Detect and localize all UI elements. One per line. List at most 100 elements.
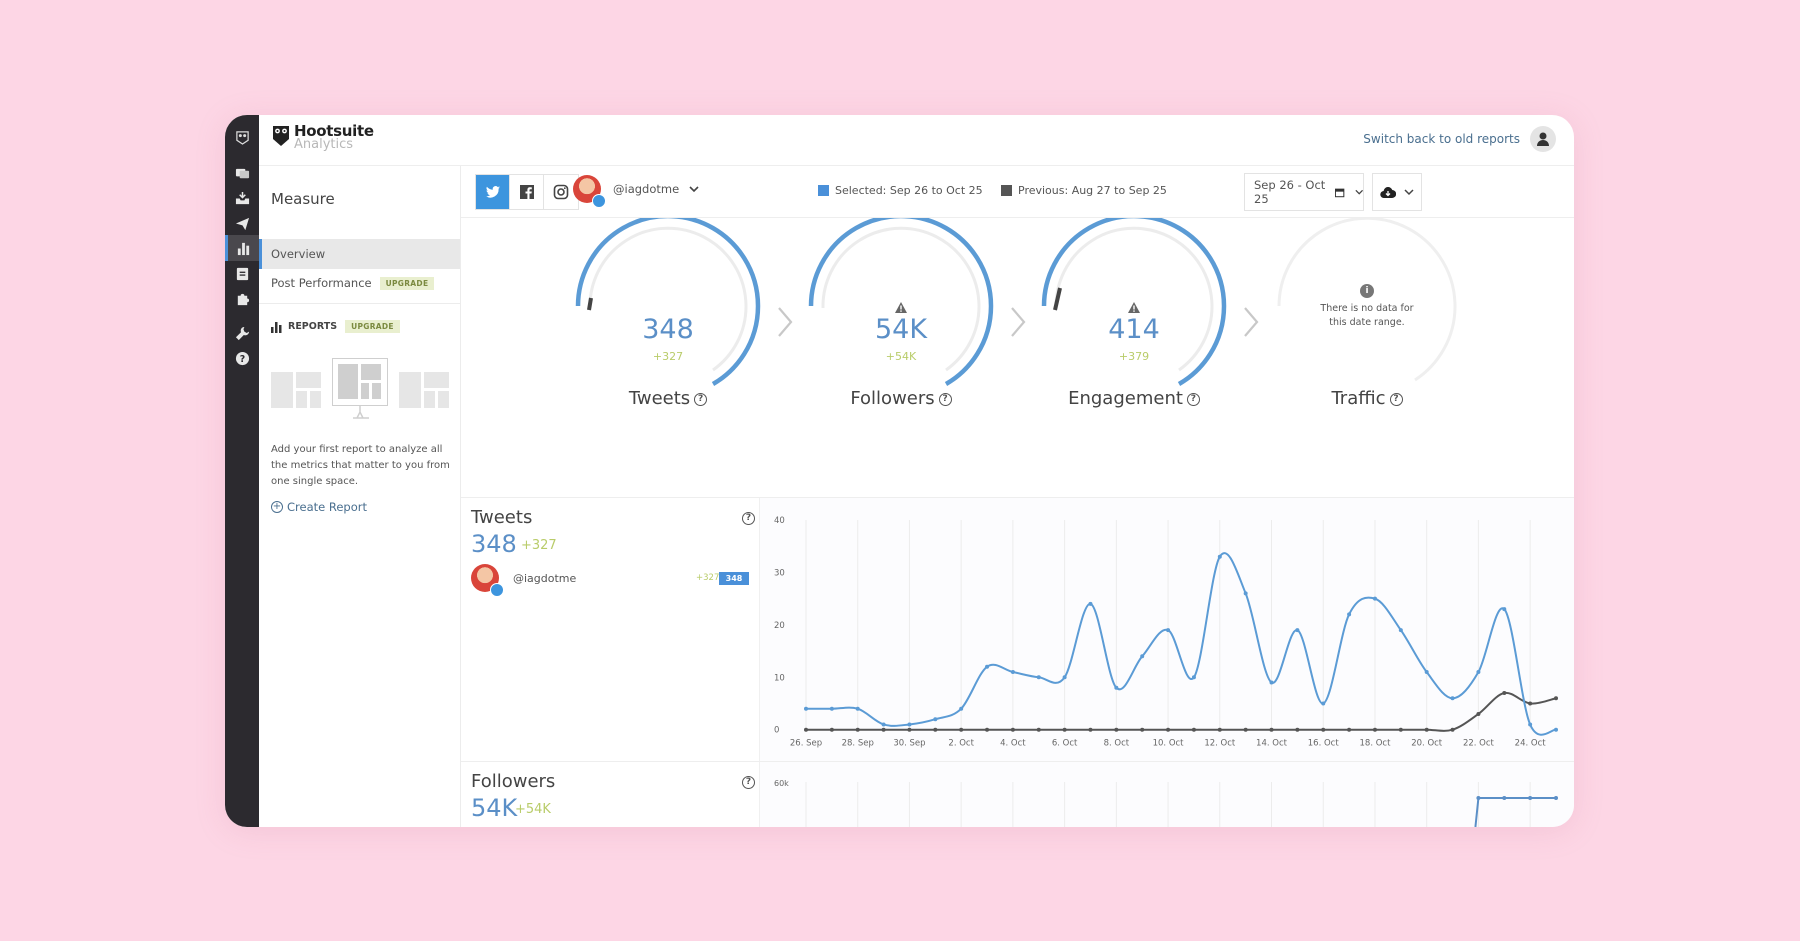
analytics-icon[interactable] xyxy=(225,235,259,261)
kpi-gauges: 348 +327 Tweets? 54K +54K Followers? xyxy=(461,218,1574,497)
gauge-traffic[interactable]: i There is no data for this date range. … xyxy=(1257,218,1477,497)
inbox-icon[interactable] xyxy=(225,185,259,211)
reports-heading: REPORTS UPGRADE xyxy=(271,320,400,333)
upgrade-badge[interactable]: UPGRADE xyxy=(345,320,400,333)
svg-text:20. Oct: 20. Oct xyxy=(1411,739,1443,749)
create-report-label: Create Report xyxy=(287,500,367,514)
reports-description: Add your first report to analyze all the… xyxy=(271,444,450,487)
streams-icon[interactable] xyxy=(225,160,259,186)
chart-svg: 0 10 20 30 40 26. Sep 28. Sep 30. Sep 2. Oct 4. O… xyxy=(774,516,1558,749)
chevron-right-icon xyxy=(1011,307,1026,337)
chevron-right-icon xyxy=(778,307,793,337)
facebook-network-button[interactable] xyxy=(510,175,544,209)
brand-subtitle: Analytics xyxy=(294,137,354,152)
tweets-line-chart[interactable]: 0 10 20 30 40 26. Sep 28. Sep 30. Sep 2. Oct 4. O… xyxy=(760,498,1574,761)
svg-text:22. Oct: 22. Oct xyxy=(1463,739,1495,749)
sidebar-item-overview[interactable]: Overview xyxy=(259,239,460,269)
instagram-network-button[interactable] xyxy=(544,175,578,209)
svg-text:8. Oct: 8. Oct xyxy=(1104,739,1130,749)
help-icon[interactable]: ? xyxy=(742,512,755,525)
help-icon[interactable]: ? xyxy=(694,392,708,406)
assignments-icon[interactable] xyxy=(225,260,259,286)
hootsuite-logo: Hootsuite Analytics xyxy=(272,122,374,152)
upgrade-badge[interactable]: UPGRADE xyxy=(379,276,435,290)
svg-text:14. Oct: 14. Oct xyxy=(1256,739,1288,749)
svg-text:20: 20 xyxy=(774,621,785,631)
gauge-delta: +54K xyxy=(885,350,917,363)
legend-previous: Previous: Aug 27 to Sep 25 xyxy=(1001,184,1167,197)
svg-text:30: 30 xyxy=(774,568,785,578)
help-icon[interactable]: ? xyxy=(1186,392,1200,406)
instagram-icon xyxy=(553,184,569,200)
twitter-network-button[interactable] xyxy=(476,175,510,209)
help-icon[interactable]: ? xyxy=(1389,392,1403,406)
gauge-ring xyxy=(1041,218,1227,386)
help-icon[interactable]: ? xyxy=(742,776,755,789)
divider xyxy=(259,303,460,304)
gauge-value: 348 xyxy=(642,314,694,345)
gauge-label: Tweets? xyxy=(558,388,778,409)
main-content: @iagdotme Selected: Sep 26 to Oct 25 Pre… xyxy=(461,166,1574,827)
gauge-tweets[interactable]: 348 +327 Tweets? xyxy=(558,218,778,497)
no-data-message: There is no data for this date range. xyxy=(1320,303,1414,328)
brand-name: Hootsuite xyxy=(294,122,374,140)
facebook-icon xyxy=(519,185,534,199)
tweets-section: Tweets ? 348 +327 @iagdotme +327 348 0 10… xyxy=(461,497,1574,762)
apps-puzzle-icon[interactable] xyxy=(225,285,259,311)
publish-icon[interactable] xyxy=(225,210,259,236)
tools-wrench-icon[interactable] xyxy=(225,320,259,346)
switch-old-reports-link[interactable]: Switch back to old reports xyxy=(1363,132,1520,146)
gauge-label: Engagement? xyxy=(1024,388,1244,409)
account-avatar xyxy=(471,564,504,597)
measure-sidebar: Measure Overview Post Performance UPGRAD… xyxy=(259,166,461,827)
chevron-down-icon xyxy=(1354,189,1363,195)
account-count-badge: 348 xyxy=(719,572,749,585)
gauge-value: 54K xyxy=(874,314,928,345)
selected-swatch xyxy=(818,185,829,196)
svg-text:40: 40 xyxy=(774,516,785,526)
svg-text:30. Sep: 30. Sep xyxy=(893,739,925,749)
cloud-download-icon xyxy=(1380,186,1396,198)
svg-text:0: 0 xyxy=(774,726,779,736)
previous-swatch xyxy=(1001,185,1012,196)
bar-chart-icon xyxy=(271,321,282,333)
warning-icon xyxy=(1024,298,1244,317)
account-row[interactable]: @iagdotme +327 348 xyxy=(471,564,751,597)
user-icon xyxy=(1537,132,1549,146)
twitter-badge-icon xyxy=(592,194,606,208)
create-report-link[interactable]: + Create Report xyxy=(271,500,367,514)
account-selector[interactable]: @iagdotme xyxy=(573,175,699,208)
date-range-picker[interactable]: Sep 26 - Oct 25 xyxy=(1244,173,1364,211)
date-range-label: Sep 26 - Oct 25 xyxy=(1254,178,1326,206)
followers-delta: +54K xyxy=(515,802,551,817)
user-avatar[interactable] xyxy=(1530,126,1556,152)
nav-rail: ? xyxy=(225,115,259,827)
account-name: @iagdotme xyxy=(513,572,577,585)
help-icon[interactable]: ? xyxy=(938,392,952,406)
svg-text:26. Sep: 26. Sep xyxy=(790,739,822,749)
svg-text:24. Oct: 24. Oct xyxy=(1515,739,1547,749)
svg-text:60k: 60k xyxy=(774,779,789,788)
followers-line-chart[interactable]: 60k xyxy=(760,762,1574,827)
info-icon: i xyxy=(1360,284,1374,298)
help-icon[interactable]: ? xyxy=(225,345,259,371)
gauge-value: 414 xyxy=(1108,314,1160,345)
export-button[interactable] xyxy=(1372,173,1422,211)
account-name: @iagdotme xyxy=(613,182,680,196)
app-window: ? Hootsuite Analytics Switch back to old… xyxy=(225,115,1574,827)
gauge-ring xyxy=(808,218,994,386)
tweets-delta: +327 xyxy=(521,538,557,553)
network-selector xyxy=(475,174,579,210)
gauge-engagement[interactable]: 414 +379 Engagement? xyxy=(1024,218,1244,497)
hootsuite-owl-icon[interactable] xyxy=(225,123,259,151)
sidebar-title: Measure xyxy=(271,190,335,208)
sidebar-item-post-performance[interactable]: Post Performance UPGRADE xyxy=(259,268,460,298)
twitter-badge-icon xyxy=(490,583,504,597)
gauge-ring xyxy=(575,218,761,386)
monitor-stand-icon xyxy=(353,406,369,419)
report-thumb xyxy=(399,372,449,408)
gauge-delta: +379 xyxy=(1118,350,1150,363)
account-avatar xyxy=(573,175,606,208)
gauge-followers[interactable]: 54K +54K Followers? xyxy=(791,218,1011,497)
svg-text:10. Oct: 10. Oct xyxy=(1153,739,1185,749)
